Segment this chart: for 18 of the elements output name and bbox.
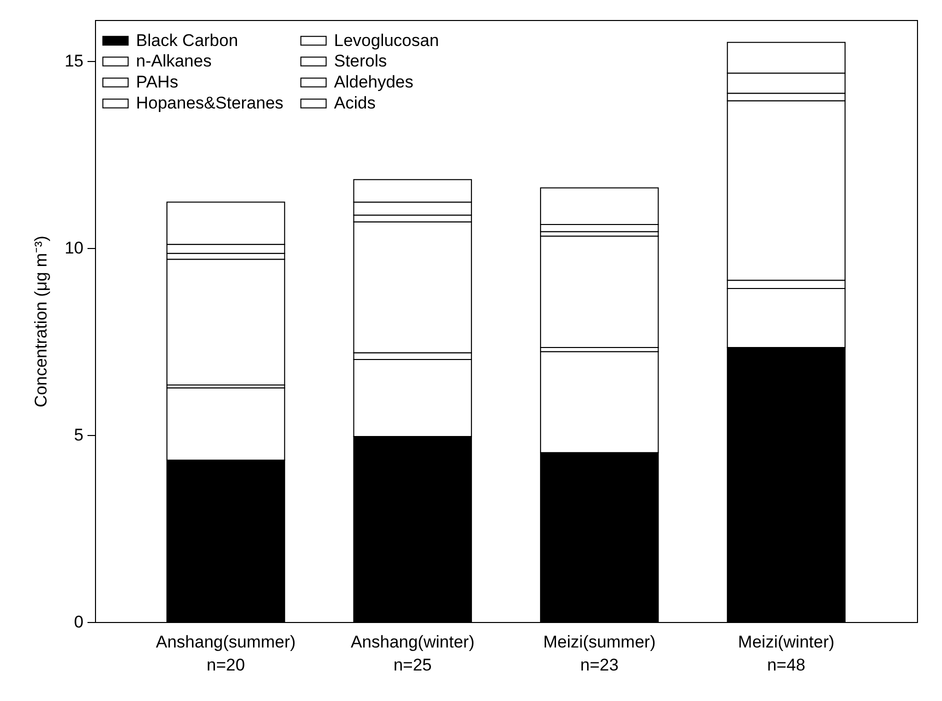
legend-label: n-Alkanes [136,52,212,70]
legend-label: PAHs [136,72,178,92]
legend-label: Levoglucosan [334,30,439,50]
bar [540,236,659,348]
legend-label: Hopanes&Steranes [136,94,284,112]
legend-label: Acids [334,94,376,112]
y-tick-label: 10 [64,238,84,258]
x-tick-label: Meizi(winter) n=48 [738,632,834,674]
legend-label: Sterols [334,52,387,70]
x-tick-label: Meizi(summer) n=23 [543,632,656,674]
y-tick-label: 5 [74,426,84,445]
legend-label: Aldehydes [334,72,414,92]
x-tick-label: Anshang(summer) n=20 [156,632,296,674]
y-tick-label: 15 [64,52,84,71]
y-tick-label: 0 [74,612,84,632]
x-tick-label: Anshang(winter) n=25 [350,632,474,674]
legend-label: Black Carbon [136,30,238,50]
y-axis-title: Concentration (μg m⁻³) [32,236,51,408]
